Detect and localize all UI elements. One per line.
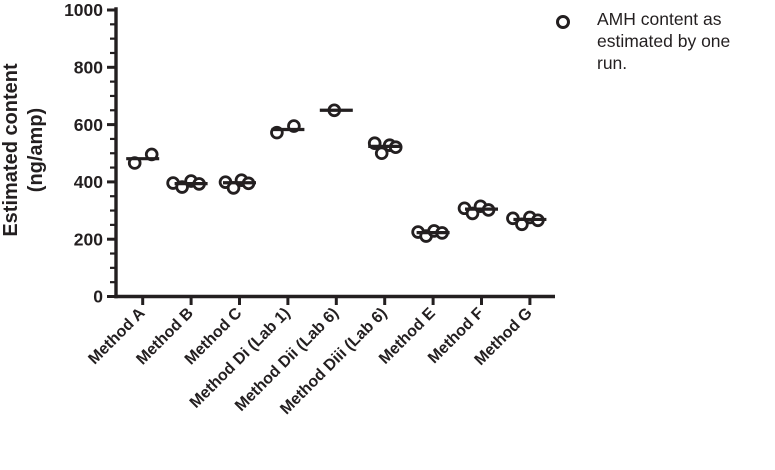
legend-label: AMH content as estimated by one run. bbox=[597, 8, 730, 74]
y-axis-title: Estimated content bbox=[0, 63, 22, 237]
legend-label-line2: estimated by one bbox=[597, 31, 731, 51]
y-tick-label: 400 bbox=[74, 172, 103, 192]
y-tick-label: 200 bbox=[74, 229, 103, 249]
legend-label-line1: AMH content as bbox=[597, 9, 722, 29]
legend-label-line3: run. bbox=[597, 53, 628, 73]
y-tick-label: 0 bbox=[93, 287, 103, 307]
y-tick-label: 1000 bbox=[64, 0, 103, 20]
y-tick-label: 600 bbox=[74, 115, 103, 135]
legend: AMH content as estimated by one run. bbox=[548, 8, 730, 74]
open-circle-marker bbox=[556, 15, 570, 29]
y-axis-title: (ng/amp) bbox=[25, 108, 47, 192]
y-tick-label: 800 bbox=[74, 58, 103, 78]
